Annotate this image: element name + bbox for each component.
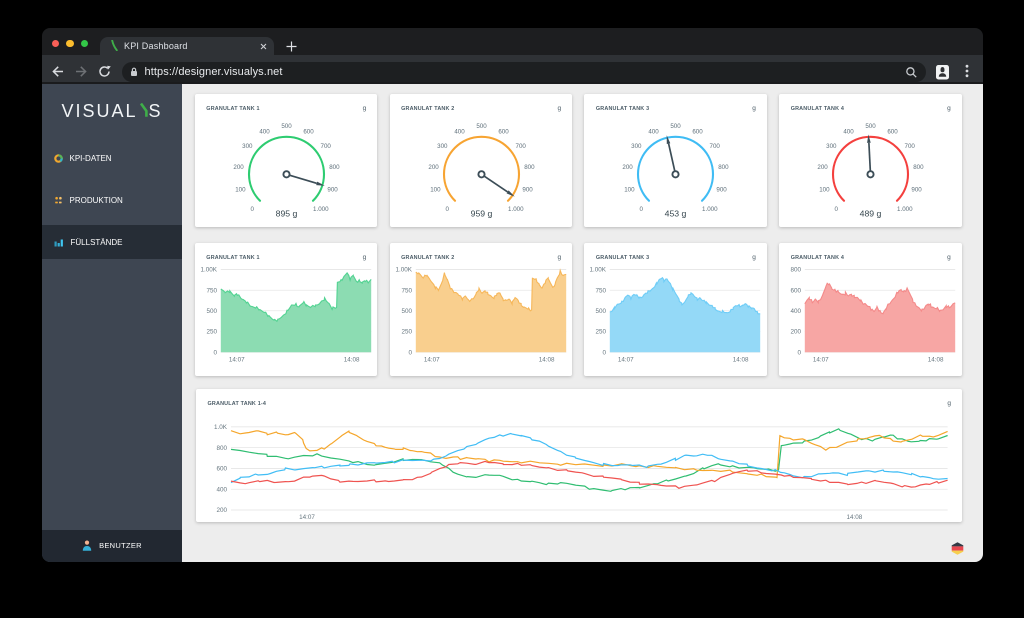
svg-text:959 g: 959 g — [470, 209, 492, 219]
svg-text:1.00K: 1.00K — [590, 267, 607, 274]
svg-text:14:07: 14:07 — [423, 357, 439, 364]
svg-text:300: 300 — [632, 143, 643, 150]
svg-text:14:08: 14:08 — [928, 357, 944, 364]
svg-text:500: 500 — [281, 123, 292, 130]
svg-text:14:08: 14:08 — [847, 514, 863, 521]
svg-text:250: 250 — [401, 329, 412, 336]
svg-text:800: 800 — [719, 164, 730, 171]
svg-text:400: 400 — [649, 129, 660, 136]
svg-text:800: 800 — [913, 164, 924, 171]
svg-text:700: 700 — [320, 143, 331, 150]
svg-text:200: 200 — [233, 164, 244, 171]
svg-text:1.00K: 1.00K — [395, 267, 412, 274]
svg-text:453 g: 453 g — [665, 209, 687, 219]
svg-text:750: 750 — [401, 287, 412, 294]
svg-text:800: 800 — [216, 445, 227, 452]
svg-text:400: 400 — [259, 129, 270, 136]
svg-text:200: 200 — [216, 507, 227, 514]
svg-text:400: 400 — [216, 486, 227, 493]
svg-text:0: 0 — [445, 206, 449, 213]
svg-text:500: 500 — [866, 123, 877, 130]
svg-text:14:08: 14:08 — [733, 357, 749, 364]
svg-text:489 g: 489 g — [860, 209, 882, 219]
svg-text:750: 750 — [206, 287, 217, 294]
svg-text:300: 300 — [826, 143, 837, 150]
svg-text:900: 900 — [717, 187, 728, 194]
svg-text:250: 250 — [206, 329, 217, 336]
svg-text:700: 700 — [905, 143, 916, 150]
svg-text:800: 800 — [791, 267, 802, 274]
svg-text:250: 250 — [596, 329, 607, 336]
svg-text:200: 200 — [428, 164, 439, 171]
svg-text:500: 500 — [671, 123, 682, 130]
svg-text:600: 600 — [693, 129, 704, 136]
svg-text:200: 200 — [623, 164, 634, 171]
svg-text:1.000: 1.000 — [702, 206, 718, 213]
svg-text:750: 750 — [596, 287, 607, 294]
svg-text:400: 400 — [454, 129, 465, 136]
svg-text:0: 0 — [603, 349, 607, 356]
svg-text:14:07: 14:07 — [813, 357, 829, 364]
svg-text:400: 400 — [791, 308, 802, 315]
svg-text:800: 800 — [524, 164, 535, 171]
svg-text:900: 900 — [912, 187, 923, 194]
svg-text:0: 0 — [835, 206, 839, 213]
svg-text:1.000: 1.000 — [897, 206, 913, 213]
svg-text:0: 0 — [408, 349, 412, 356]
svg-text:0: 0 — [250, 206, 254, 213]
svg-text:300: 300 — [437, 143, 448, 150]
svg-text:300: 300 — [242, 143, 253, 150]
svg-text:100: 100 — [430, 187, 441, 194]
svg-text:600: 600 — [791, 287, 802, 294]
svg-text:100: 100 — [819, 187, 830, 194]
svg-text:0: 0 — [798, 349, 802, 356]
svg-text:200: 200 — [818, 164, 829, 171]
svg-text:14:08: 14:08 — [538, 357, 554, 364]
svg-text:14:07: 14:07 — [299, 514, 315, 521]
svg-text:200: 200 — [791, 329, 802, 336]
svg-text:600: 600 — [303, 129, 314, 136]
svg-text:100: 100 — [625, 187, 636, 194]
svg-text:895 g: 895 g — [275, 209, 297, 219]
svg-text:500: 500 — [596, 308, 607, 315]
svg-text:14:07: 14:07 — [229, 357, 245, 364]
svg-text:600: 600 — [216, 466, 227, 473]
svg-text:0: 0 — [213, 349, 217, 356]
svg-text:900: 900 — [522, 187, 533, 194]
svg-text:1.00K: 1.00K — [200, 267, 217, 274]
svg-text:14:08: 14:08 — [344, 357, 360, 364]
svg-text:400: 400 — [844, 129, 855, 136]
svg-text:600: 600 — [888, 129, 899, 136]
svg-text:100: 100 — [235, 187, 246, 194]
svg-text:1.0K: 1.0K — [214, 424, 228, 431]
svg-text:800: 800 — [329, 164, 340, 171]
svg-text:900: 900 — [327, 187, 338, 194]
svg-text:500: 500 — [206, 308, 217, 315]
svg-text:500: 500 — [401, 308, 412, 315]
svg-text:1.000: 1.000 — [313, 206, 329, 213]
svg-text:0: 0 — [640, 206, 644, 213]
svg-text:500: 500 — [476, 123, 487, 130]
svg-text:1.000: 1.000 — [508, 206, 524, 213]
svg-text:700: 700 — [710, 143, 721, 150]
svg-text:700: 700 — [515, 143, 526, 150]
svg-text:600: 600 — [498, 129, 509, 136]
svg-text:14:07: 14:07 — [618, 357, 634, 364]
